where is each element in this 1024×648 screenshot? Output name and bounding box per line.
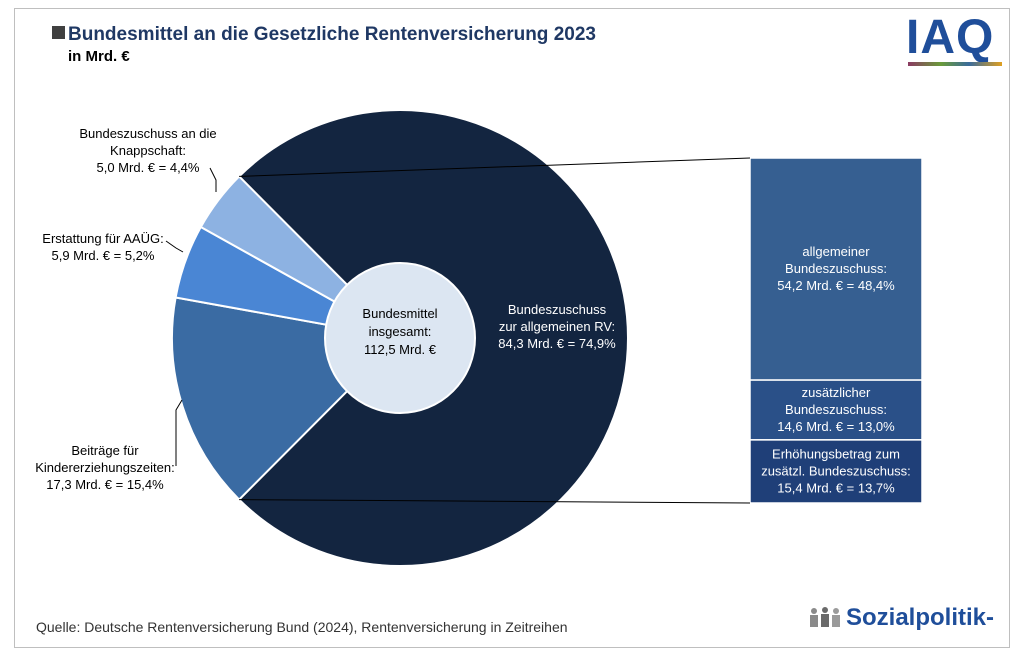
- leader-line-4: [209, 167, 217, 192]
- center-total-label-line: 112,5 Mrd. €: [364, 342, 437, 357]
- bar-segment-label-2-line: 14,6 Mrd. € = 13,0%: [777, 419, 895, 434]
- slice-label-4-line: 5,0 Mrd. € = 4,4%: [97, 160, 200, 175]
- bar-segment-label-1-line: 54,2 Mrd. € = 48,4%: [777, 278, 895, 293]
- bar-segment-3: [749, 439, 923, 504]
- leader-line-2: [175, 399, 183, 466]
- center-total-label: Bundesmittel insgesamt: 112,5 Mrd. €: [362, 306, 437, 357]
- leader-line-3: [165, 240, 184, 253]
- chart-canvas: Bundesmittel insgesamt: 112,5 Mrd. €Bundes…: [35, 109, 923, 567]
- bar-segment-label-3-line: zusätzl. Bundeszuschuss:: [761, 463, 911, 478]
- bar-segment-label-2-line: zusätzlicher: [802, 385, 871, 400]
- slice-label-2: Beiträge für Kindererziehungszeiten: 17,3 …: [35, 443, 174, 492]
- people-icon: [810, 607, 840, 627]
- brand-text: Sozialpolitik-: [846, 604, 995, 631]
- bar-segment-label-1-line: allgemeiner: [802, 244, 870, 259]
- bar-segment-label-2: zusätzlicher Bundeszuschuss: 14,6 Mrd. € =…: [777, 385, 895, 434]
- slice-label-1-line: 84,3 Mrd. € = 74,9%: [498, 336, 616, 351]
- slice-label-3-line: Erstattung für AAÜG:: [42, 231, 163, 246]
- slice-label-1: Bundeszuschuss zur allgemeinen RV: 84,3 Mr…: [498, 302, 616, 351]
- connector-line-top: [239, 157, 751, 177]
- source-note: Quelle: Deutsche Rentenversicherung Bund…: [36, 619, 568, 635]
- slice-label-3-line: 5,9 Mrd. € = 5,2%: [52, 248, 155, 263]
- slice-label-4: Bundeszuschuss an die Knappschaft: 5,0 Mrd…: [79, 126, 216, 175]
- slice-label-3: Erstattung für AAÜG: 5,9 Mrd. € = 5,2%: [42, 231, 163, 263]
- bar-segment-label-3-line: 15,4 Mrd. € = 13,7%: [777, 480, 895, 495]
- slice-label-2-line: Beiträge für: [71, 443, 139, 458]
- title-bullet-icon: [52, 26, 65, 39]
- bar-segment-label-3-line: Erhöhungsbetrag zum: [772, 446, 900, 461]
- bar-segment-1: [749, 157, 923, 381]
- connector-line-bottom: [239, 499, 751, 504]
- bar-segment-label-3: Erhöhungsbetrag zum zusätzl. Bundeszuschu…: [761, 446, 911, 495]
- slice-label-1-line: Bundeszuschuss: [508, 302, 607, 317]
- slice-label-4-line: Knappschaft:: [110, 143, 186, 158]
- slice-label-2-line: Kindererziehungszeiten:: [35, 460, 174, 475]
- slice-label-2-line: 17,3 Mrd. € = 15,4%: [46, 477, 164, 492]
- center-total-label-line: Bundesmittel: [362, 306, 437, 321]
- chart-title-text: Bundesmittel an die Gesetzliche Rentenve…: [68, 24, 596, 45]
- center-total-label-line: insgesamt:: [369, 324, 432, 339]
- bar-segment-2: [749, 379, 923, 441]
- iaq-logo: IAQ: [906, 11, 995, 64]
- chart-subtitle: in Mrd. €: [68, 48, 130, 65]
- slice-label-4-line: Bundeszuschuss an die: [79, 126, 216, 141]
- bar-segment-label-1: allgemeiner Bundeszuschuss: 54,2 Mrd. € = …: [777, 244, 895, 293]
- iaq-logo-bar: [908, 62, 1002, 66]
- slice-label-1-line: zur allgemeinen RV:: [499, 319, 615, 334]
- donut-center: [324, 262, 476, 414]
- bar-segment-label-2-line: Bundeszuschuss:: [785, 402, 887, 417]
- bar-segment-label-1-line: Bundeszuschuss:: [785, 261, 887, 276]
- chart-title: Bundesmittel an die Gesetzliche Rentenve…: [52, 24, 596, 46]
- sozialpolitik-brand: Sozialpolitik-: [808, 604, 994, 632]
